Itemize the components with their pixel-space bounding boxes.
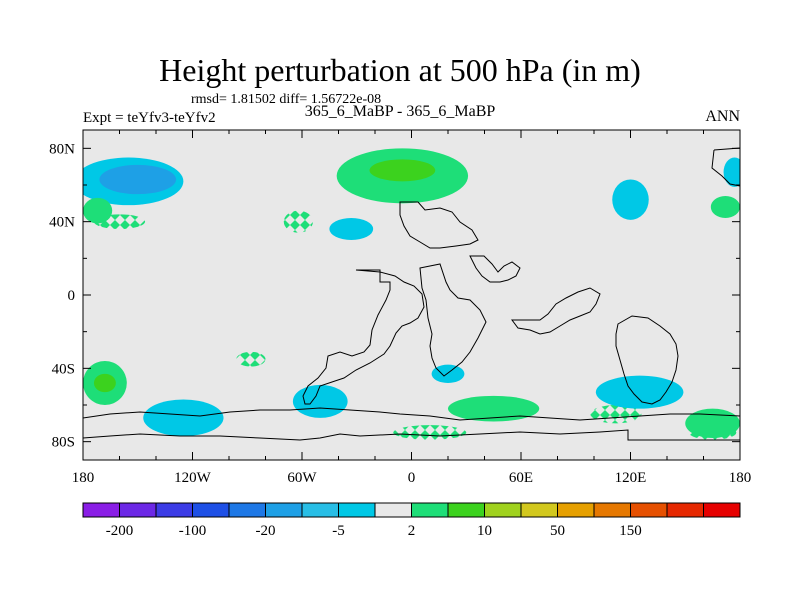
colorbar: -200 -100 -20 -5 2 10 50 150 — [82, 502, 741, 539]
colorbar-swatch — [484, 502, 522, 518]
colorbar-label: -200 — [106, 523, 134, 539]
anomaly-south-atlantic-low — [431, 364, 465, 384]
coastline-india — [511, 287, 601, 335]
colorbar-swatch — [228, 502, 266, 518]
anomaly-asia-low — [612, 179, 649, 220]
coastline-europe — [399, 201, 479, 249]
case-label: 365_6_MaBP - 365_6_MaBP — [304, 103, 496, 120]
colorbar-swatch — [411, 502, 449, 518]
experiment-label: Expt = teYfv3-teYfv2 — [83, 110, 216, 126]
colorbar-swatch — [374, 502, 412, 518]
coastline-antarctica — [83, 407, 740, 441]
colorbar-swatch — [557, 502, 595, 518]
y-tick-label: 80N — [49, 141, 75, 157]
colorbar-label: 150 — [619, 523, 642, 539]
colorbar-swatch — [119, 502, 157, 518]
anomaly-pacific-dateline-high — [710, 196, 740, 218]
x-tick-label: 60W — [287, 470, 317, 486]
x-tick-label: 180 — [72, 470, 95, 486]
coastline-australia — [615, 315, 679, 405]
anomaly-fields — [83, 148, 740, 440]
coastline-africa — [419, 263, 487, 377]
colorbar-swatch — [703, 502, 741, 518]
colorbar-swatch — [593, 502, 631, 518]
colorbar-swatch — [666, 502, 704, 518]
anomaly-indian-ocean-low — [595, 375, 684, 409]
anomaly-southern-ocean-high — [685, 408, 740, 439]
colorbar-swatch — [301, 502, 339, 518]
colorbar-label: -20 — [256, 523, 276, 539]
colorbar-swatch — [520, 502, 558, 518]
colorbar-swatch — [338, 502, 376, 518]
colorbar-label: 50 — [550, 523, 565, 539]
hatch-atlantic-hatch — [283, 210, 313, 233]
anomaly-south-atlantic-high — [448, 395, 540, 422]
x-axis: 180 120W 60W 0 60E 120E 180 — [72, 130, 752, 486]
anomaly-pacific-dateline-low — [723, 157, 740, 187]
x-tick-label: 120E — [615, 470, 647, 486]
hatch-south-atlantic-hatch — [393, 425, 467, 440]
colorbar-swatch — [265, 502, 303, 518]
colorbar-swatch — [155, 502, 193, 518]
anomaly-north-pacific-core — [99, 164, 177, 195]
chart-title: Height perturbation at 500 hPa (in m) — [159, 52, 641, 88]
colorbar-swatch — [82, 502, 120, 518]
anomaly-north-atlantic-low — [329, 218, 374, 240]
anomaly-south-america-low — [292, 384, 348, 418]
x-tick-label: 0 — [408, 470, 416, 486]
anomaly-south-pacific-core — [93, 373, 116, 393]
anomaly-west-pacific-high — [83, 197, 113, 224]
hatch-south-america-hatch — [236, 351, 266, 367]
y-tick-label: 40N — [49, 215, 75, 231]
coastline-asia-east — [469, 255, 521, 283]
stats-label: rmsd= 1.81502 diff= 1.56722e-08 — [191, 92, 382, 107]
coastline-south-america — [302, 269, 425, 405]
anomaly-europe-core — [369, 159, 436, 182]
x-tick-label: 60E — [509, 470, 533, 486]
colorbar-swatch — [630, 502, 668, 518]
season-label: ANN — [705, 108, 740, 125]
colorbar-swatch — [447, 502, 485, 518]
anomaly-south-pacific-low — [143, 399, 224, 437]
y-axis: 80N 40N 0 40S 80S — [49, 141, 740, 451]
colorbar-label: 2 — [408, 523, 416, 539]
colorbar-swatch — [192, 502, 230, 518]
colorbar-label: 10 — [477, 523, 492, 539]
x-tick-label: 120W — [174, 470, 212, 486]
coastlines — [83, 147, 740, 441]
colorbar-label: -5 — [332, 523, 345, 539]
y-tick-label: 0 — [68, 288, 76, 304]
y-tick-label: 40S — [52, 361, 75, 377]
x-tick-label: 180 — [729, 470, 752, 486]
colorbar-label: -100 — [179, 523, 207, 539]
y-tick-label: 80S — [52, 435, 75, 451]
